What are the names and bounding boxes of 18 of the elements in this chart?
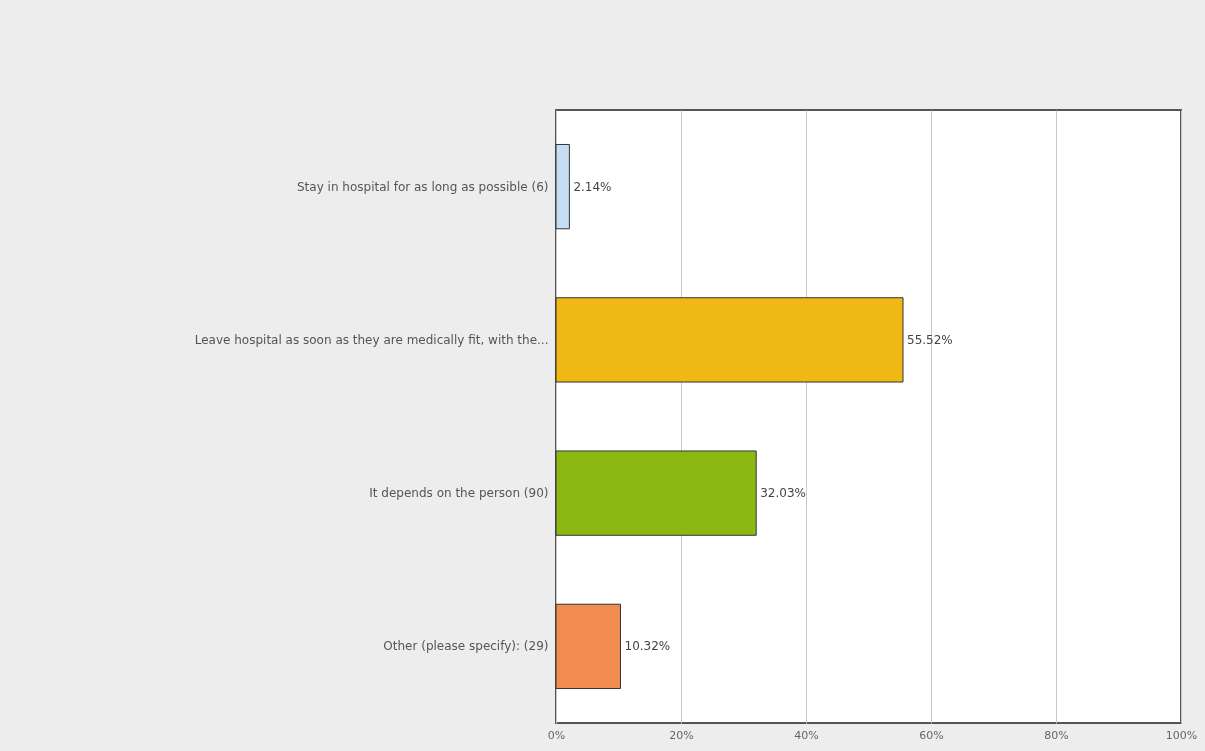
x-tick-label: 40% xyxy=(794,728,819,742)
data-label: 10.32% xyxy=(624,639,671,654)
x-tick-label: 20% xyxy=(669,728,694,742)
data-label: 55.52% xyxy=(907,332,953,347)
x-tick-label: 80% xyxy=(1044,728,1069,742)
data-label: 2.14% xyxy=(573,179,612,194)
x-tick-label: 60% xyxy=(919,728,944,742)
bar xyxy=(555,143,570,230)
y-tick-label: Stay in hospital for as long as possible (6) xyxy=(296,179,549,194)
y-tick-label: Other (please specify): (29) xyxy=(383,639,549,654)
bar xyxy=(555,297,904,383)
y-tick-label: It depends on the person (90) xyxy=(369,486,549,501)
bar xyxy=(555,450,757,536)
x-tick-label: 0% xyxy=(547,728,566,742)
data-label: 32.03% xyxy=(760,486,806,501)
bar xyxy=(555,603,621,690)
x-tick-label: 100% xyxy=(1165,728,1198,742)
y-tick-label: Leave hospital as soon as they are medically fit, with the... xyxy=(194,332,549,347)
